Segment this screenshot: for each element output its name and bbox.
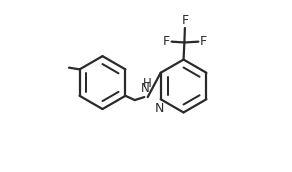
- Text: N: N: [155, 102, 164, 115]
- Text: N: N: [141, 82, 150, 95]
- Text: F: F: [181, 14, 188, 27]
- Text: F: F: [163, 35, 170, 48]
- Text: F: F: [200, 35, 207, 48]
- Text: H: H: [142, 77, 151, 90]
